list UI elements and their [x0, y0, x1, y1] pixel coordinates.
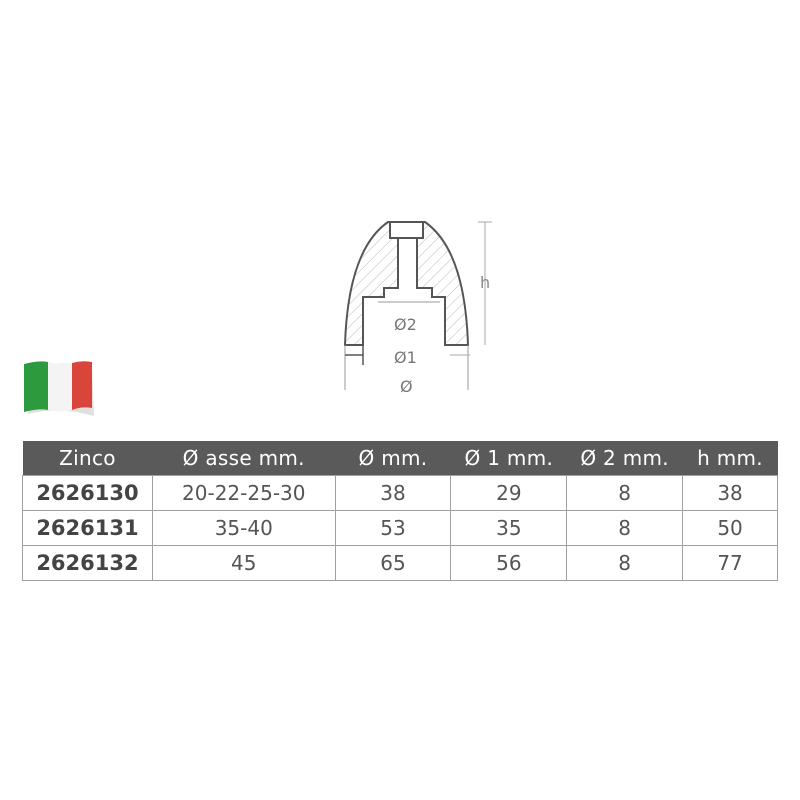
table-row: 2626131 35-40 53 35 8 50	[22, 510, 778, 546]
cell: 53	[334, 510, 452, 546]
header-zinco: Zinco	[22, 441, 153, 476]
table-header-row: Zinco Ø asse mm. Ø mm. Ø 1 mm. Ø 2 mm. h…	[22, 441, 778, 476]
table-row: 2626130 20-22-25-30 38 29 8 38	[22, 475, 778, 511]
specs-table: Zinco Ø asse mm. Ø mm. Ø 1 mm. Ø 2 mm. h…	[22, 441, 778, 581]
cell: 35	[450, 510, 568, 546]
cell: 8	[566, 545, 684, 581]
header-h: h mm.	[682, 441, 778, 476]
cell: 77	[682, 545, 778, 581]
cell: 65	[334, 545, 452, 581]
anode-technical-drawing: h Ø2 Ø1 Ø	[343, 221, 492, 396]
cell: 35-40	[151, 510, 336, 546]
cell: 20-22-25-30	[151, 475, 336, 511]
label-d: Ø	[400, 377, 413, 396]
cell-code: 2626130	[22, 475, 153, 511]
header-d1: Ø 1 mm.	[450, 441, 567, 476]
cell: 56	[450, 545, 568, 581]
label-d2: Ø2	[394, 315, 417, 334]
label-h: h	[480, 273, 490, 292]
cell: 50	[682, 510, 778, 546]
cell: 8	[566, 510, 684, 546]
cell: 29	[450, 475, 568, 511]
cell-code: 2626132	[22, 545, 153, 581]
cell: 38	[682, 475, 778, 511]
header-d: Ø mm.	[335, 441, 451, 476]
italian-flag-icon	[24, 361, 94, 416]
cell: 8	[566, 475, 684, 511]
cell: 38	[334, 475, 452, 511]
cell-code: 2626131	[22, 510, 153, 546]
header-d2: Ø 2 mm.	[566, 441, 683, 476]
cell: 45	[151, 545, 336, 581]
header-asse: Ø asse mm.	[152, 441, 336, 476]
table-row: 2626132 45 65 56 8 77	[22, 545, 778, 581]
label-d1: Ø1	[394, 348, 417, 367]
